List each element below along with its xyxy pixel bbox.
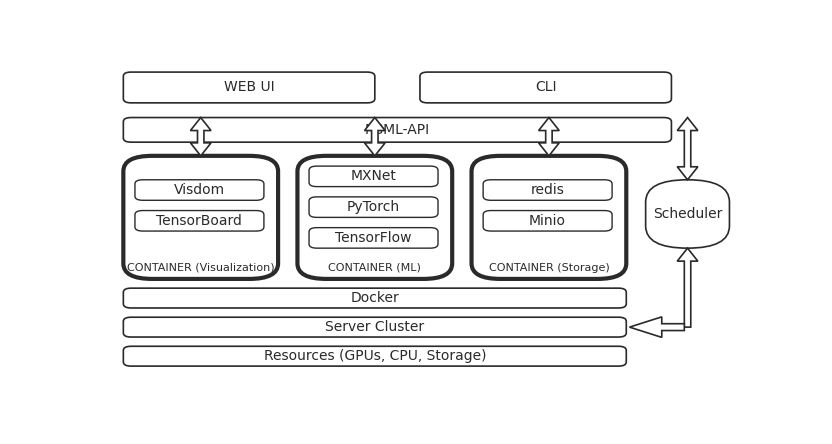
FancyBboxPatch shape	[123, 72, 375, 103]
FancyBboxPatch shape	[298, 156, 453, 279]
Text: CLI: CLI	[535, 80, 557, 95]
FancyBboxPatch shape	[123, 317, 626, 337]
Polygon shape	[630, 317, 685, 337]
Text: CONTAINER (Visualization): CONTAINER (Visualization)	[127, 263, 275, 273]
Text: CONTAINER (ML): CONTAINER (ML)	[329, 263, 421, 273]
Text: Docker: Docker	[350, 291, 399, 305]
Text: Scheduler: Scheduler	[653, 207, 722, 221]
FancyBboxPatch shape	[123, 118, 671, 142]
Text: TensorBoard: TensorBoard	[156, 214, 242, 228]
FancyBboxPatch shape	[123, 156, 278, 279]
FancyBboxPatch shape	[309, 228, 438, 248]
FancyBboxPatch shape	[123, 288, 626, 308]
Text: PyTorch: PyTorch	[347, 200, 400, 214]
FancyBboxPatch shape	[483, 210, 612, 231]
Text: Visdom: Visdom	[174, 183, 225, 197]
Text: redis: redis	[531, 183, 565, 197]
FancyBboxPatch shape	[472, 156, 626, 279]
Polygon shape	[364, 118, 385, 156]
Polygon shape	[677, 248, 698, 327]
Text: WEB UI: WEB UI	[224, 80, 275, 95]
Polygon shape	[677, 118, 698, 180]
FancyBboxPatch shape	[309, 166, 438, 186]
FancyBboxPatch shape	[483, 180, 612, 200]
Text: Minio: Minio	[529, 214, 566, 228]
Text: TensorFlow: TensorFlow	[335, 231, 412, 245]
FancyBboxPatch shape	[135, 180, 264, 200]
Polygon shape	[191, 118, 211, 156]
Text: CONTAINER (Storage): CONTAINER (Storage)	[488, 263, 609, 273]
FancyBboxPatch shape	[420, 72, 671, 103]
FancyBboxPatch shape	[135, 210, 264, 231]
FancyBboxPatch shape	[123, 346, 626, 366]
Polygon shape	[538, 118, 559, 156]
Text: NSML-API: NSML-API	[364, 123, 430, 137]
FancyBboxPatch shape	[646, 180, 730, 248]
Text: Server Cluster: Server Cluster	[325, 320, 424, 334]
Text: MXNet: MXNet	[350, 169, 397, 183]
Text: Resources (GPUs, CPU, Storage): Resources (GPUs, CPU, Storage)	[264, 349, 486, 363]
FancyBboxPatch shape	[309, 197, 438, 218]
